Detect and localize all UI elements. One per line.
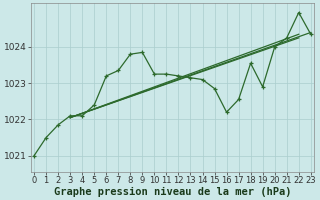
X-axis label: Graphe pression niveau de la mer (hPa): Graphe pression niveau de la mer (hPa) bbox=[54, 186, 291, 197]
